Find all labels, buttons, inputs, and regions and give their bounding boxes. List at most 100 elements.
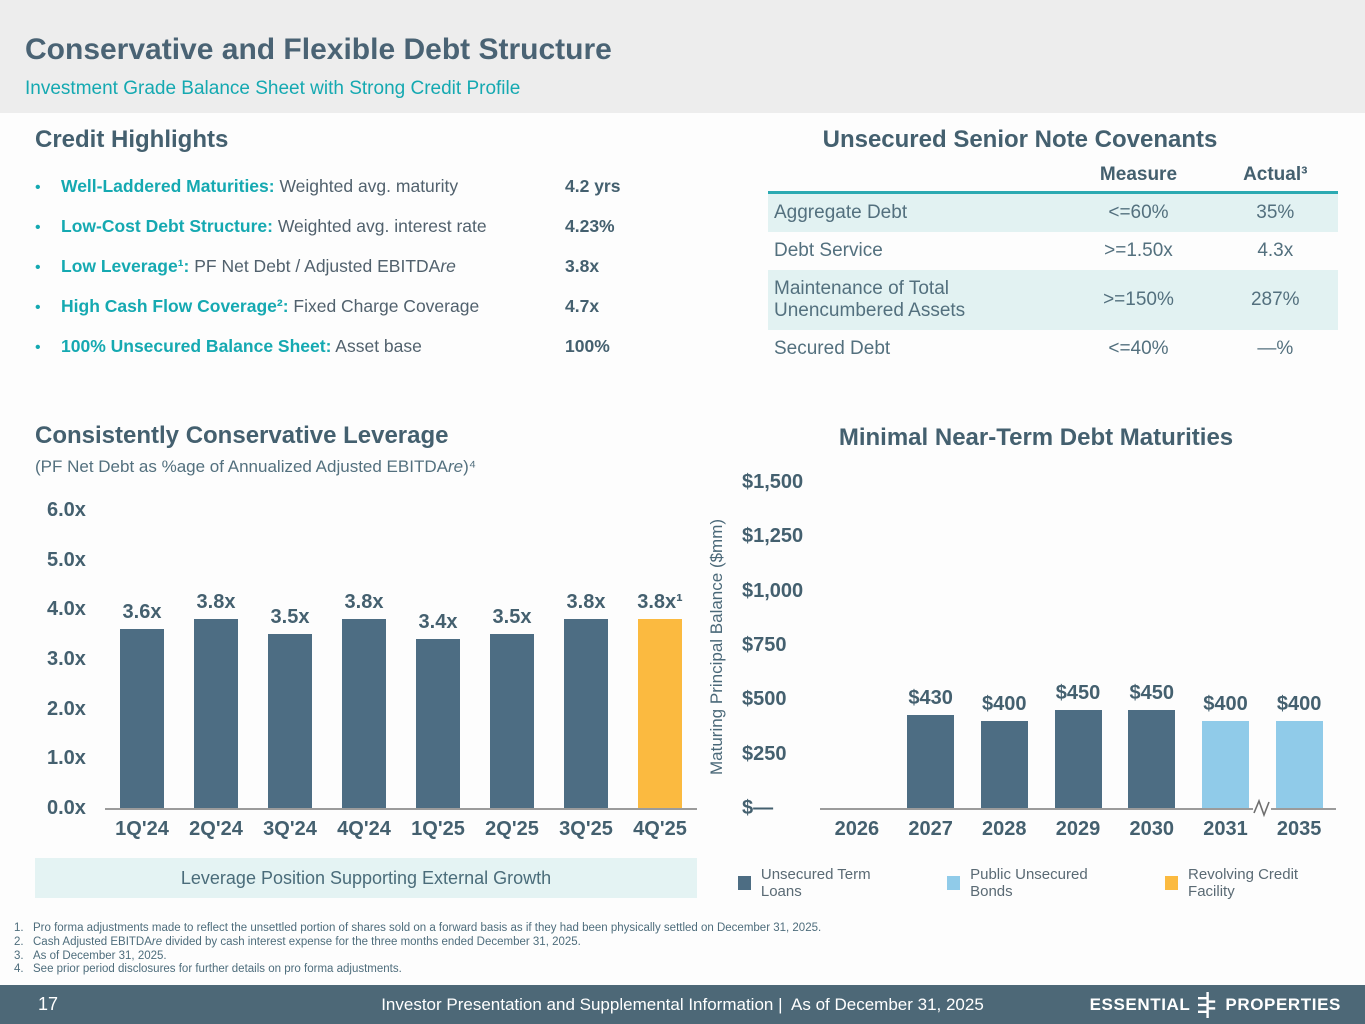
bar-2028	[980, 721, 1028, 808]
covenants-section: Unsecured Senior Note Covenants Measure …	[700, 126, 1340, 368]
bar-slot: 3.8x¹	[623, 512, 697, 808]
legend-label: Unsecured Term Loans	[760, 866, 871, 900]
footnote: 3. As of December 31, 2025.	[14, 950, 821, 964]
subtitle-text: )⁴	[463, 457, 477, 476]
bullet-value: 3.8x	[565, 256, 600, 276]
leverage-chart-subtitle: (PF Net Debt as %age of Annualized Adjus…	[35, 457, 476, 477]
page-title: Conservative and Flexible Debt Structure	[25, 33, 612, 66]
bar-slot: 3.5x	[253, 512, 327, 808]
bullet-icon: •	[35, 179, 41, 196]
legend-item: Unsecured Term Loans	[738, 866, 903, 900]
bar-value-label: $430	[908, 686, 953, 709]
covenant-label: Maintenance of Total Unencumbered Assets	[774, 278, 966, 321]
bar-1Q'25	[416, 639, 460, 808]
y-tick-label: $1,500	[742, 471, 804, 493]
bullet-value: 4.23%	[565, 216, 615, 236]
bar-value-label: 3.8x	[196, 591, 236, 614]
y-tick-label: $1,250	[742, 525, 804, 548]
bar-value-label: $400	[1203, 693, 1248, 716]
bar-slot: $430	[894, 484, 968, 808]
covenant-measure: <=60%	[1108, 202, 1169, 223]
bar-slot: 3.8x	[179, 512, 253, 808]
leverage-caption-banner: Leverage Position Supporting External Gr…	[35, 858, 697, 898]
footnote-text: See prior period disclosures for further…	[33, 963, 402, 976]
credit-bullet-unsecured: • 100% Unsecured Balance Sheet: Asset ba…	[35, 336, 690, 359]
y-tick-label: 5.0x	[47, 548, 86, 571]
bullet-lead: Low-Cost Debt Structure:	[61, 216, 273, 236]
leverage-chart-title: Consistently Conservative Leverage	[35, 422, 449, 449]
x-tick-label: 2031	[1203, 818, 1248, 840]
x-tick-label: 4Q'25	[633, 818, 687, 840]
x-tick-label: 1Q'25	[411, 818, 465, 840]
credit-bullet-leverage: • Low Leverage¹: PF Net Debt / Adjusted …	[35, 256, 690, 279]
bullet-lead: Low Leverage¹:	[61, 256, 190, 276]
covenants-header-row: Measure Actual³	[768, 164, 1338, 194]
legend-swatch-icon	[1165, 876, 1179, 890]
header-band: Conservative and Flexible Debt Structure…	[0, 0, 1365, 113]
bullet-text: Asset base	[331, 336, 422, 356]
bar-slot: 3.8x	[549, 512, 623, 808]
column-header-actual: Actual³	[1243, 164, 1308, 185]
bullet-icon: •	[35, 259, 41, 276]
bar-slot: $450	[1115, 484, 1189, 808]
bar-value-label: $400	[1276, 693, 1322, 716]
footnote-number: 2.	[14, 935, 24, 948]
bar-2027	[907, 714, 955, 808]
y-tick-label: $750	[742, 634, 787, 656]
bar-value-label: 3.6x	[122, 601, 162, 624]
footnote-text: Cash Adjusted EBITDAre divided by cash i…	[33, 936, 581, 950]
logo-text-properties: PROPERTIES	[1225, 994, 1341, 1014]
footer-caption: Investor Presentation and Supplemental I…	[381, 995, 984, 1014]
x-tick-label: 2027	[908, 818, 953, 840]
table-row: Secured Debt <=40% —%	[768, 330, 1338, 368]
credit-bullet-interest-rate: • Low-Cost Debt Structure: Weighted avg.…	[35, 216, 690, 239]
footnote-number: 1.	[14, 922, 24, 934]
bar-1Q'24	[120, 629, 164, 808]
y-tick-label: 2.0x	[47, 697, 86, 720]
maturities-chart-bars: $430 $400 $450 $450 $400 $400	[820, 484, 1336, 808]
x-tick-label: 3Q'24	[263, 818, 317, 840]
bar-value-label: $450	[1055, 682, 1101, 705]
leverage-chart-x-axis: 1Q'24 2Q'24 3Q'24 4Q'24 1Q'25 2Q'25 3Q'25 4Q'25	[105, 818, 697, 841]
x-tick-label: 2030	[1129, 818, 1174, 840]
bar-value-label: 3.8x¹	[637, 591, 683, 614]
covenant-measure: >=150%	[1103, 289, 1174, 310]
maturities-chart-legend: Unsecured Term Loans Public Unsecured Bon…	[738, 866, 1336, 900]
covenant-actual: 287%	[1250, 289, 1300, 310]
bar-value-label: $450	[1129, 682, 1174, 705]
credit-highlights-heading: Credit Highlights	[35, 126, 229, 153]
column-header-measure: Measure	[1099, 164, 1178, 185]
bar-2035	[1275, 721, 1323, 808]
covenant-actual: —%	[1257, 338, 1294, 359]
credit-bullet-coverage: • High Cash Flow Coverage²: Fixed Charge…	[35, 296, 690, 319]
footnote-text-part: divided by cash interest expense for the…	[162, 935, 581, 948]
bar-value-label: $400	[982, 693, 1027, 716]
bar-slot: $400	[967, 484, 1041, 808]
logo-text-essential: ESSENTIAL	[1089, 994, 1191, 1014]
x-tick-label: 3Q'25	[559, 818, 613, 840]
legend-item: Public Unsecured Bonds	[947, 866, 1121, 900]
table-row: Maintenance of Total Unencumbered Assets…	[768, 270, 1338, 330]
covenant-label: Debt Service	[774, 240, 883, 261]
bullet-lead: 100% Unsecured Balance Sheet:	[61, 336, 332, 356]
footer-bar: 17 Investor Presentation and Supplementa…	[0, 985, 1365, 1024]
bullet-icon: •	[35, 219, 41, 236]
covenant-actual: 4.3x	[1257, 240, 1294, 261]
bullet-icon: •	[35, 339, 41, 356]
page-subtitle: Investment Grade Balance Sheet with Stro…	[25, 78, 521, 99]
leverage-chart-plot: 6.0x 5.0x 4.0x 3.0x 2.0x 1.0x 0.0x 3.6x 3.8x 3.5…	[35, 499, 697, 819]
bar-slot: 3.6x	[105, 512, 179, 808]
bar-slot: $400	[1262, 484, 1336, 808]
maturities-chart-y-axis-label: Maturing Principal Balance ($mm)	[707, 518, 726, 776]
x-tick-label: 4Q'24	[337, 818, 391, 840]
subtitle-text-italic: re	[447, 457, 464, 476]
y-tick-label: 4.0x	[47, 598, 86, 621]
bullet-lead: High Cash Flow Coverage²:	[61, 296, 289, 316]
bullet-lead: Well-Laddered Maturities:	[61, 176, 275, 196]
x-tick-label: 2Q'24	[189, 818, 243, 840]
legend-swatch-icon	[947, 876, 961, 890]
bullet-text-italic: re	[440, 256, 456, 276]
leverage-chart-header: Consistently Conservative Leverage (PF N…	[35, 422, 476, 477]
maturities-chart-area: $430 $400 $450 $450 $400 $400	[820, 484, 1336, 818]
bar-3Q'25	[564, 619, 608, 808]
